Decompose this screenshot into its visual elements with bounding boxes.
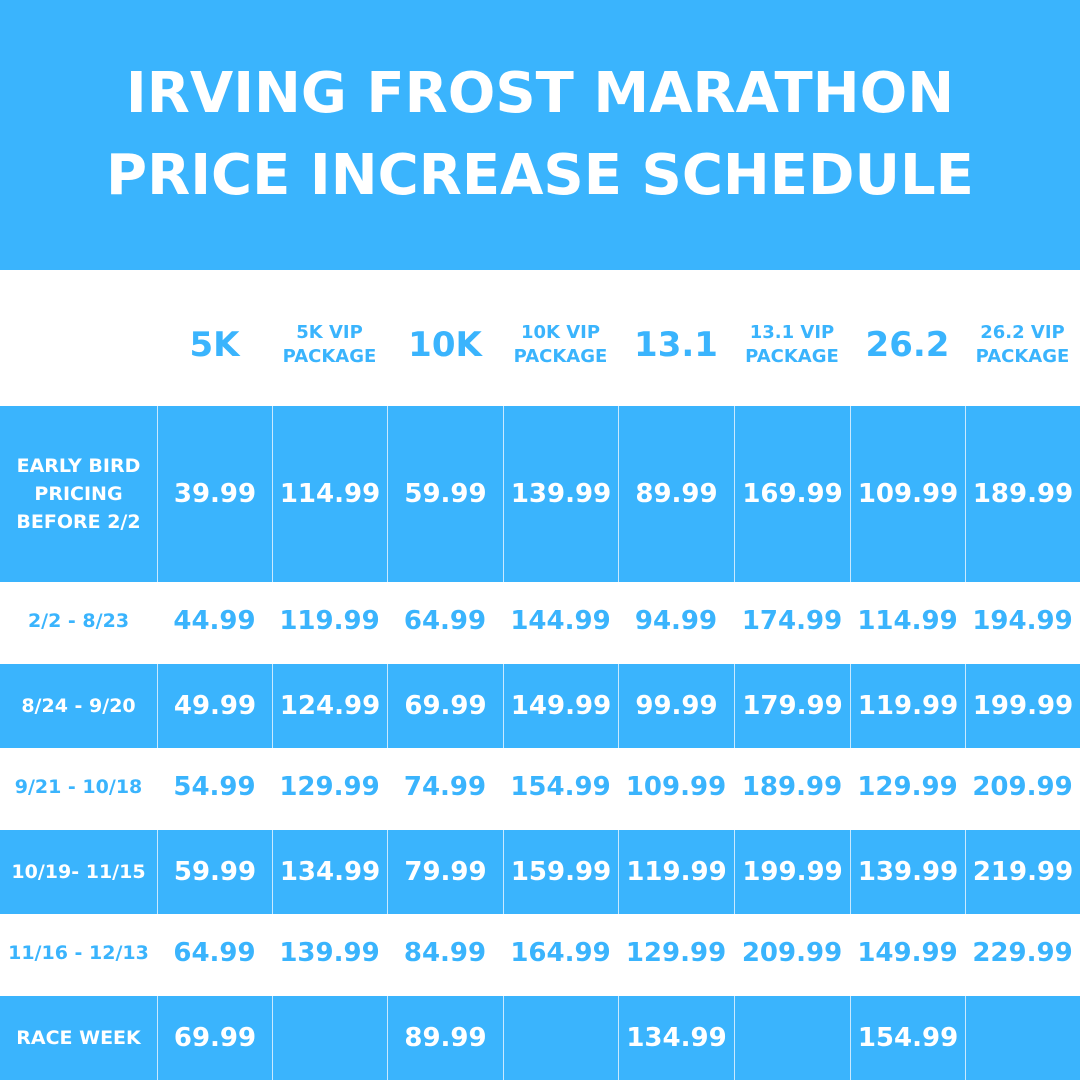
table-row: 11/16 - 12/13 64.99 139.99 84.99 164.99 129.9…: [0, 914, 1080, 992]
price-cell: 89.99: [618, 406, 734, 582]
price-cell: 149.99: [503, 664, 618, 748]
price-cell: 99.99: [618, 664, 734, 748]
row-label: 8/24 - 9/20: [21, 695, 136, 717]
price-cell: 119.99: [618, 830, 734, 914]
price-cell: [503, 996, 618, 1080]
price-cell: 219.99: [965, 830, 1080, 914]
price-cell: 209.99: [741, 938, 843, 968]
price-cell: 199.99: [965, 664, 1080, 748]
row-label: 11/16 - 12/13: [8, 942, 149, 964]
page-title-line-1: IRVING FROST MARATHON: [125, 61, 955, 126]
price-cell: 134.99: [272, 830, 387, 914]
price-cell: 59.99: [157, 830, 272, 914]
column-header: 26.2: [865, 325, 950, 365]
table-row: 10/19- 11/15 59.99 134.99 79.99 159.99 119.99…: [0, 830, 1080, 914]
row-label: 9/21 - 10/18: [14, 776, 143, 798]
price-cell: 89.99: [387, 996, 503, 1080]
price-cell: 64.99: [403, 606, 487, 636]
column-header: 13.1: [634, 325, 718, 365]
row-label: EARLY BIRD PRICING BEFORE 2/2: [16, 455, 141, 533]
price-cell: 159.99: [503, 830, 618, 914]
price-cell: 189.99: [965, 406, 1080, 582]
price-cell: 114.99: [272, 406, 387, 582]
row-label: 10/19- 11/15: [11, 861, 146, 883]
price-cell: 119.99: [850, 664, 965, 748]
price-cell: 194.99: [972, 606, 1073, 636]
column-header: 13.1 VIP PACKAGE: [745, 322, 839, 367]
price-cell: 79.99: [387, 830, 503, 914]
price-cell: [734, 996, 850, 1080]
column-header: 10K VIP PACKAGE: [513, 322, 608, 367]
price-cell: 144.99: [510, 606, 611, 636]
row-label: RACE WEEK: [16, 1027, 141, 1049]
column-header: 26.2 VIP PACKAGE: [975, 322, 1070, 367]
table-row: RACE WEEK 69.99 89.99 134.99 154.99: [0, 996, 1080, 1080]
price-cell: 39.99: [157, 406, 272, 582]
price-cell: 154.99: [850, 996, 965, 1080]
price-cell: 54.99: [173, 772, 256, 802]
page-title-line-2: PRICE INCREASE SCHEDULE: [106, 143, 974, 208]
title-banner: IRVING FROST MARATHON PRICE INCREASE SCH…: [0, 0, 1080, 270]
price-cell: 129.99: [857, 772, 958, 802]
price-cell: 129.99: [625, 938, 727, 968]
price-cell: 209.99: [972, 772, 1073, 802]
price-cell: 179.99: [734, 664, 850, 748]
price-cell: [965, 996, 1080, 1080]
column-header: 10K: [408, 325, 482, 365]
price-cell: 229.99: [972, 938, 1073, 968]
price-cell: 119.99: [279, 606, 380, 636]
price-cell: 154.99: [510, 772, 611, 802]
price-cell: 139.99: [503, 406, 618, 582]
price-cell: 94.99: [634, 606, 718, 636]
column-header: 5K: [189, 325, 240, 365]
price-cell: 84.99: [403, 938, 487, 968]
row-label: 2/2 - 8/23: [27, 610, 130, 632]
price-cell: 129.99: [279, 772, 380, 802]
price-cell: 124.99: [272, 664, 387, 748]
price-cell: 189.99: [741, 772, 843, 802]
price-cell: 64.99: [173, 938, 256, 968]
price-cell: 109.99: [850, 406, 965, 582]
price-cell: 69.99: [157, 996, 272, 1080]
price-cell: 114.99: [857, 606, 958, 636]
price-cell: 69.99: [387, 664, 503, 748]
price-cell: 59.99: [387, 406, 503, 582]
table-row: EARLY BIRD PRICING BEFORE 2/2 39.99 114.99…: [0, 406, 1080, 582]
table-row: 9/21 - 10/18 54.99 129.99 74.99 154.99 109.99…: [0, 748, 1080, 826]
table-row: 2/2 - 8/23 44.99 119.99 64.99 144.99 94.99 174…: [0, 582, 1080, 660]
price-cell: [272, 996, 387, 1080]
price-cell: 139.99: [850, 830, 965, 914]
price-cell: 164.99: [510, 938, 611, 968]
price-cell: 74.99: [403, 772, 487, 802]
price-cell: 134.99: [618, 996, 734, 1080]
price-cell: 149.99: [857, 938, 958, 968]
price-cell: 199.99: [734, 830, 850, 914]
price-cell: 49.99: [157, 664, 272, 748]
column-header: 5K VIP PACKAGE: [282, 322, 377, 367]
price-cell: 174.99: [741, 606, 843, 636]
table-row: 8/24 - 9/20 49.99 124.99 69.99 149.99 99.99 17…: [0, 664, 1080, 748]
price-cell: 109.99: [625, 772, 727, 802]
price-cell: 139.99: [279, 938, 380, 968]
price-cell: 44.99: [173, 606, 256, 636]
price-cell: 169.99: [734, 406, 850, 582]
